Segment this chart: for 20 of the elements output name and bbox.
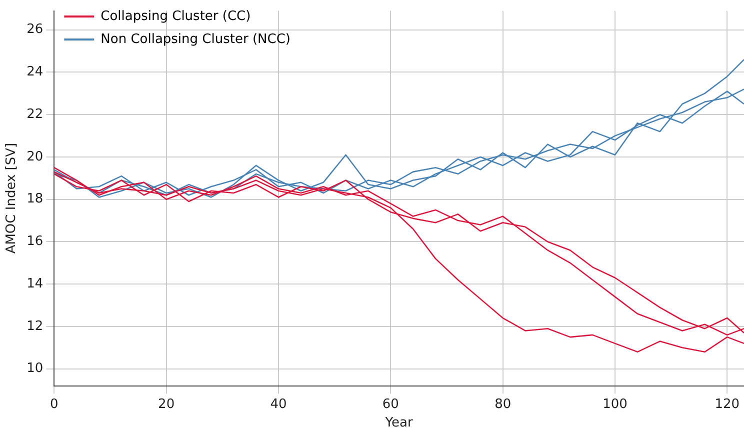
x-tick-label: 80 — [494, 396, 512, 412]
y-tick-label: 24 — [26, 64, 44, 80]
x-tick-label: 20 — [158, 396, 175, 412]
y-axis-title: AMOC Index [SV] — [4, 142, 20, 254]
legend-label: Non Collapsing Cluster (NCC) — [100, 32, 290, 47]
x-axis-title: Year — [384, 416, 414, 431]
y-tick-label: 18 — [26, 192, 44, 207]
y-tick-label: 20 — [26, 149, 44, 164]
x-tick-label: 120 — [714, 396, 740, 412]
y-tick-label: 22 — [26, 106, 44, 122]
legend-label: Collapsing Cluster (CC) — [100, 8, 251, 24]
x-tick-label: 40 — [270, 396, 287, 412]
x-tick-label: 100 — [602, 396, 628, 412]
y-tick-label: 12 — [26, 318, 44, 334]
x-tick-label: 0 — [50, 396, 58, 412]
y-tick-label: 14 — [26, 276, 44, 292]
y-tick-label: 26 — [26, 22, 44, 38]
x-tick-label: 60 — [382, 396, 399, 412]
y-tick-label: 16 — [26, 234, 44, 250]
y-tick-label: 10 — [26, 361, 44, 376]
